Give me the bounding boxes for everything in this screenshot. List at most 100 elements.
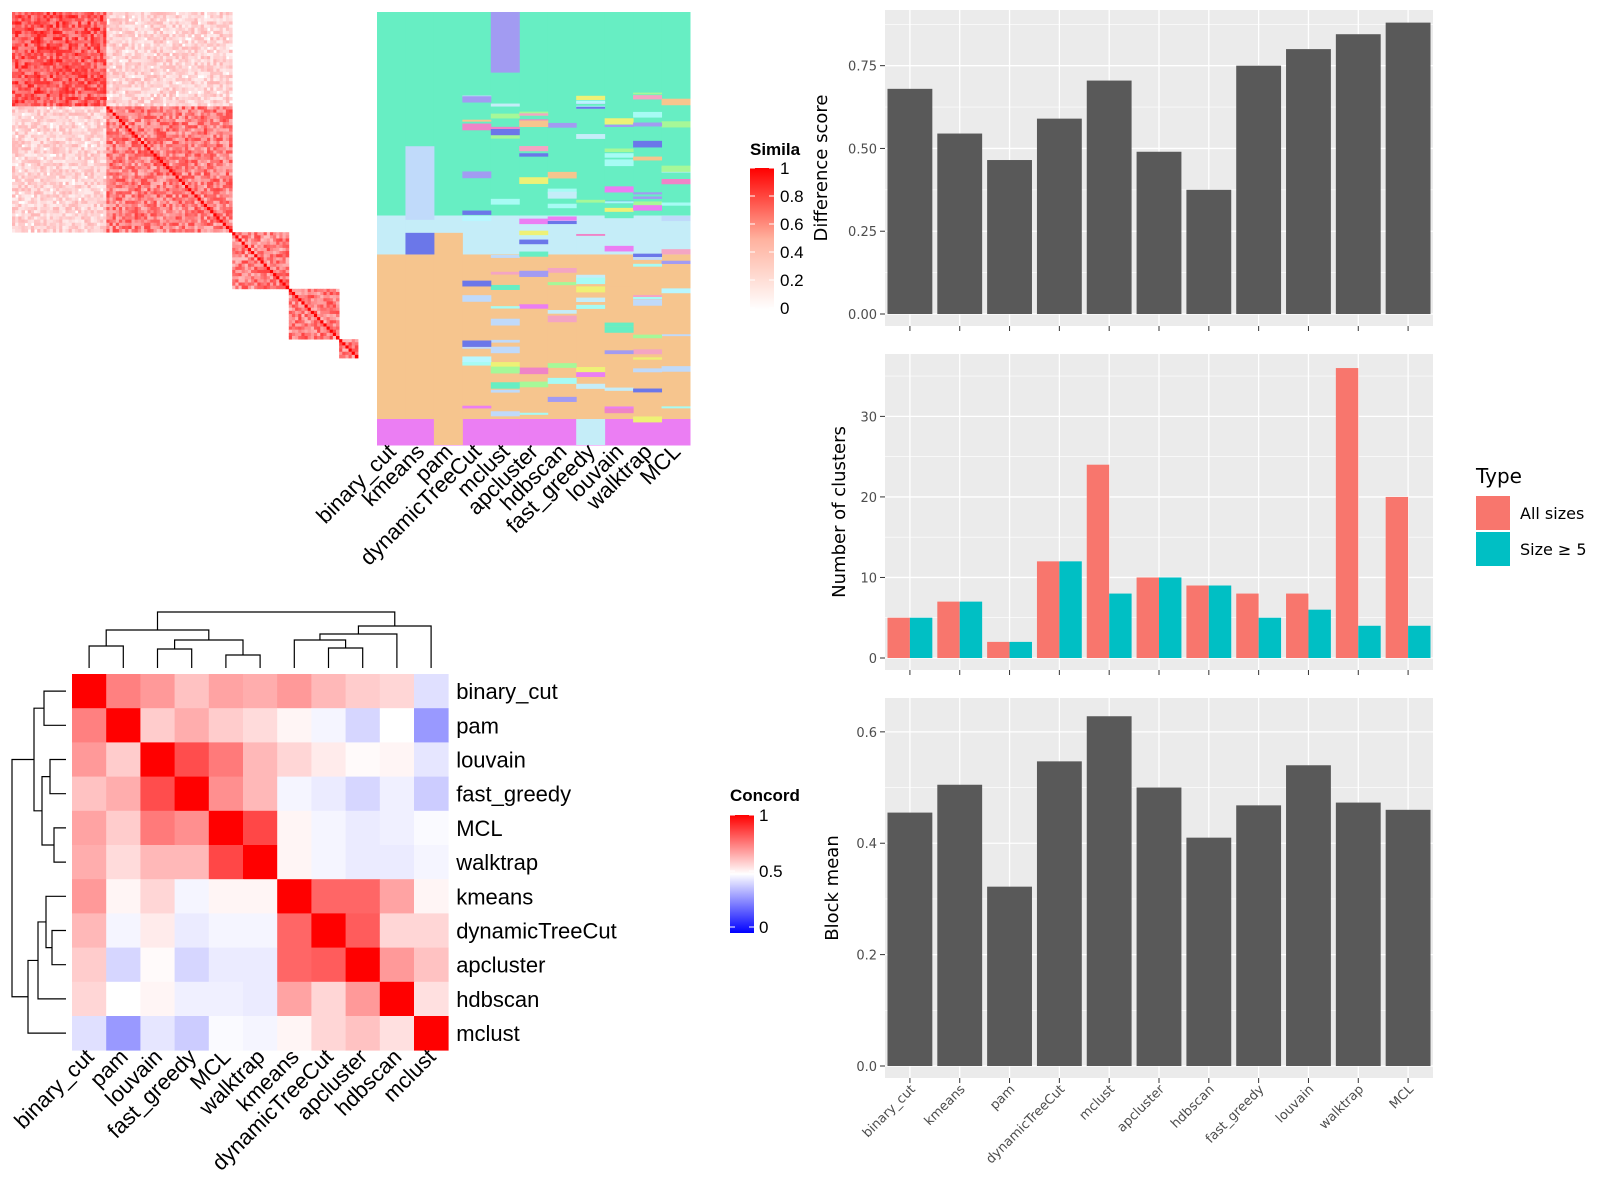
similarity-cell	[109, 144, 114, 148]
similarity-cell	[87, 203, 92, 208]
similarity-cell	[81, 210, 85, 214]
similarity-cell	[263, 266, 268, 271]
similarity-cell	[216, 84, 220, 88]
similarity-cell	[185, 59, 189, 63]
similarity-cell	[27, 43, 32, 47]
similarity-cell	[37, 169, 41, 173]
similarity-cell	[185, 100, 189, 104]
similarity-cell	[216, 112, 220, 117]
similarity-cell	[178, 52, 183, 57]
similarity-cell	[93, 162, 98, 167]
similarity-cell	[103, 24, 107, 29]
similarity-cell	[128, 131, 132, 136]
similarity-cell	[229, 194, 233, 198]
similarity-cell	[188, 178, 192, 183]
similarity-cell	[229, 185, 233, 189]
similarity-cell	[263, 244, 268, 249]
similarity-cell	[21, 197, 25, 202]
similarity-cell	[137, 156, 142, 161]
similarity-cell	[43, 106, 47, 110]
similarity-cell	[166, 71, 170, 76]
similarity-cell	[147, 109, 151, 114]
similarity-cell	[194, 134, 198, 139]
similarity-cell	[40, 169, 44, 173]
similarity-cell	[109, 229, 114, 233]
similarity-cell	[100, 103, 104, 107]
similarity-cell	[34, 159, 38, 164]
similarity-cell	[27, 74, 32, 79]
similarity-cell	[52, 200, 57, 205]
similarity-cell	[115, 81, 120, 85]
similarity-cell	[128, 162, 132, 167]
similarity-cell	[134, 188, 139, 192]
similarity-cell	[96, 34, 101, 38]
similarity-cell	[56, 191, 60, 195]
similarity-cell	[56, 131, 60, 136]
similarity-cell	[18, 96, 22, 101]
similarity-cell	[96, 43, 101, 47]
similarity-cell	[30, 71, 35, 76]
similarity-cell	[200, 210, 205, 214]
similarity-cell	[49, 21, 54, 25]
similarity-cell	[12, 24, 16, 29]
similarity-cell	[203, 200, 208, 205]
similarity-cell	[125, 100, 129, 104]
similarity-cell	[156, 112, 161, 117]
similarity-cell	[285, 251, 290, 255]
similarity-cell	[150, 162, 154, 167]
similarity-cell	[172, 96, 176, 101]
similarity-cell	[65, 52, 70, 57]
similarity-cell	[210, 34, 214, 38]
similarity-cell	[144, 222, 148, 227]
similarity-cell	[122, 200, 126, 205]
similarity-cell	[34, 191, 38, 195]
similarity-cell	[30, 159, 35, 164]
similarity-cell	[229, 156, 233, 161]
similarity-cell	[140, 162, 145, 167]
similarity-cell	[93, 12, 98, 16]
similarity-cell	[21, 81, 25, 85]
similarity-cell	[219, 62, 224, 66]
similarity-cell	[21, 147, 25, 151]
similarity-cell	[122, 203, 126, 208]
similarity-cell	[169, 87, 173, 92]
similarity-cell	[90, 18, 95, 22]
similarity-cell	[200, 188, 205, 192]
similarity-cell	[150, 178, 154, 183]
similarity-cell	[194, 71, 198, 76]
similarity-cell	[125, 18, 129, 22]
similarity-cell	[213, 225, 217, 230]
similarity-cell	[134, 49, 139, 54]
similarity-cell	[18, 162, 22, 167]
similarity-cell	[112, 100, 117, 104]
similarity-cell	[131, 12, 136, 16]
similarity-cell	[59, 137, 63, 142]
similarity-cell	[90, 68, 95, 73]
similarity-cell	[222, 90, 227, 95]
similarity-cell	[144, 144, 148, 148]
similarity-cell	[162, 59, 167, 63]
similarity-cell	[229, 153, 233, 158]
similarity-cell	[118, 74, 123, 79]
similarity-cell	[34, 115, 38, 120]
similarity-cell	[210, 78, 214, 82]
similarity-cell	[125, 185, 129, 189]
similarity-cell	[191, 169, 195, 173]
similarity-cell	[118, 81, 123, 85]
similarity-cell	[71, 106, 76, 110]
similarity-cell	[219, 210, 224, 214]
similarity-cell	[144, 71, 148, 76]
similarity-cell	[49, 166, 54, 170]
similarity-cell	[68, 112, 73, 117]
similarity-cell	[96, 30, 101, 35]
similarity-cell	[219, 131, 224, 136]
similarity-cell	[65, 118, 70, 123]
similarity-cell	[109, 65, 114, 70]
similarity-cell	[166, 34, 170, 38]
similarity-cell	[194, 166, 198, 170]
similarity-cell	[52, 166, 57, 170]
similarity-cell	[112, 122, 117, 126]
similarity-cell	[200, 131, 205, 136]
similarity-cell	[216, 43, 220, 47]
similarity-cell	[197, 103, 202, 107]
